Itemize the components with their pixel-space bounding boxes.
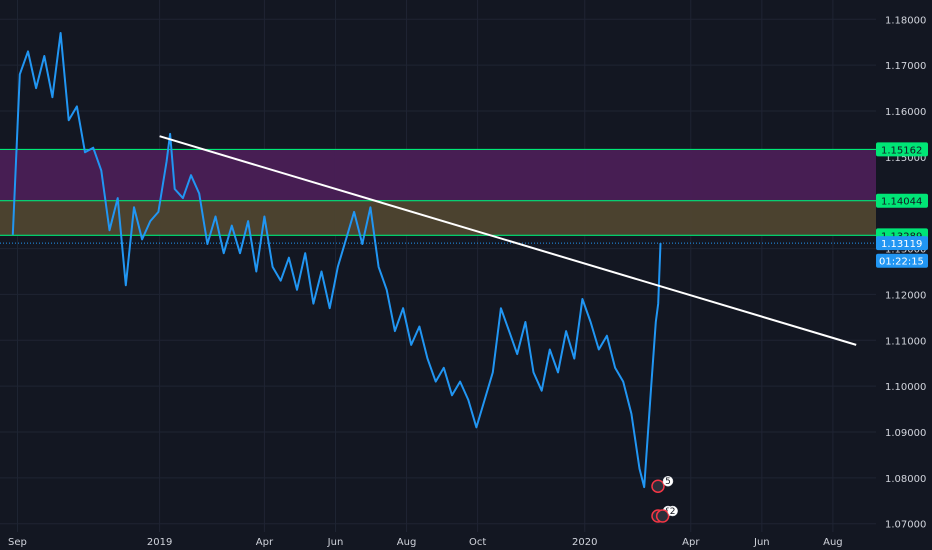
price-label-badge bbox=[876, 142, 928, 157]
y-axis-tick-label: 1.08000 bbox=[885, 474, 926, 485]
price-label-badge bbox=[876, 236, 928, 251]
x-axis-tick-label: Apr bbox=[256, 537, 274, 548]
event-count-bubble bbox=[667, 505, 678, 517]
x-axis-tick-label: 2020 bbox=[572, 537, 597, 548]
y-axis-tick-label: 1.07000 bbox=[885, 520, 926, 531]
x-axis-tick-label: Oct bbox=[469, 537, 486, 548]
y-axis-tick-label: 1.18000 bbox=[885, 15, 926, 26]
y-axis-tick-label: 1.09000 bbox=[885, 428, 926, 439]
x-axis-tick-label: Aug bbox=[823, 537, 843, 548]
price-zone-1 bbox=[0, 149, 876, 201]
event-count-label: 5 bbox=[665, 477, 671, 487]
countdown-text: 01:22:15 bbox=[879, 257, 924, 268]
x-axis-tick-label: Jun bbox=[753, 537, 770, 548]
price-label-text: 1.14044 bbox=[881, 197, 922, 208]
trendline[interactable] bbox=[159, 135, 857, 346]
y-axis-tick-label: 1.12000 bbox=[885, 290, 926, 301]
price-label-text: 1.15162 bbox=[881, 145, 922, 156]
event-count-label: 2 bbox=[670, 507, 676, 517]
y-axis-tick-label: 1.10000 bbox=[885, 382, 926, 393]
event-icon[interactable] bbox=[655, 509, 670, 523]
y-axis-tick-label: 1.16000 bbox=[885, 107, 926, 118]
event-icon[interactable] bbox=[651, 479, 665, 493]
y-axis-tick-label: 1.11000 bbox=[885, 336, 926, 347]
y-axis-tick-label: 1.15000 bbox=[885, 153, 926, 164]
x-axis-tick-label: Sep bbox=[8, 537, 27, 548]
x-axis-tick-label: Jun bbox=[327, 537, 344, 548]
countdown-badge bbox=[876, 253, 928, 268]
y-axis-tick-label: 1.17000 bbox=[885, 61, 926, 72]
x-axis-tick-label: 2019 bbox=[147, 537, 172, 548]
x-axis-tick-label: Apr bbox=[682, 537, 700, 548]
event-count-bubble bbox=[662, 475, 674, 487]
price-label-text: 1.13119 bbox=[881, 239, 922, 250]
price-series-line bbox=[11, 32, 662, 489]
price-label-badge bbox=[876, 193, 928, 208]
x-axis-tick-label: Aug bbox=[397, 537, 417, 548]
